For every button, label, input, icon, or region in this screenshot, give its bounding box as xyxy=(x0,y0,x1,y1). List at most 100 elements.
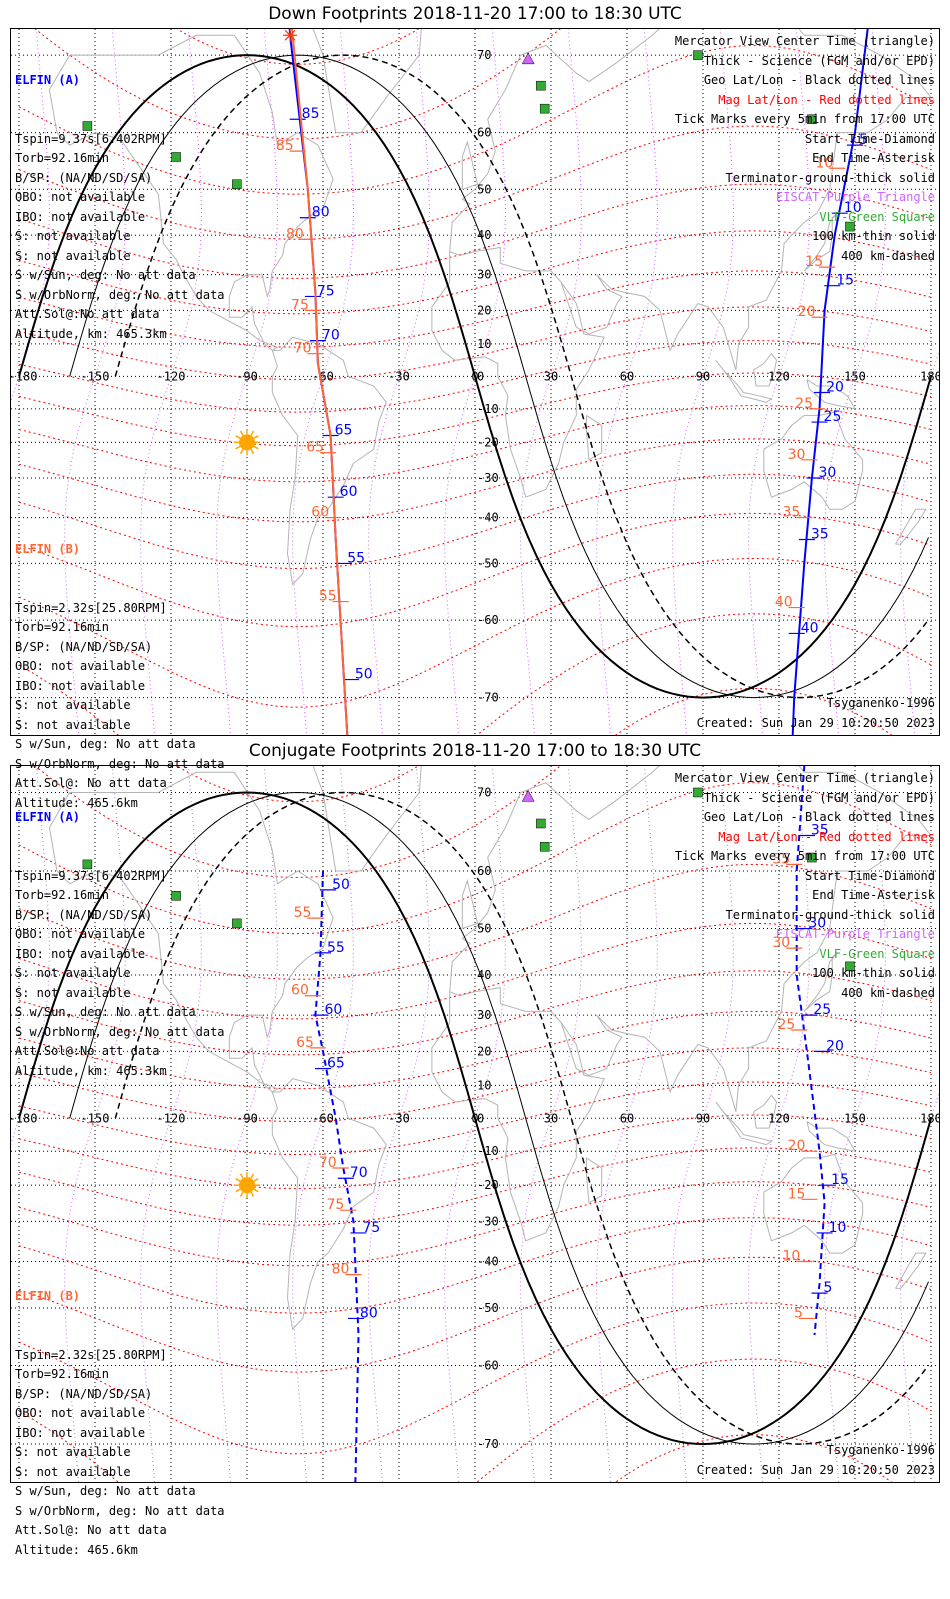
info-line: S w/Sun, deg: No att data xyxy=(15,737,196,751)
legend-entry: Geo Lat/Lon - Black dotted lines xyxy=(703,810,935,824)
markers xyxy=(82,50,855,456)
legend-entry: EISCAT-Purple Triangle xyxy=(776,927,935,941)
legend-entry: 400 km-dashed xyxy=(841,985,935,1000)
sun-ray xyxy=(235,435,241,439)
axis-labels: -180 -150 -120 -90 -60 -30 0 30 60 90 120 150 180706… xyxy=(11,48,939,704)
tick-label: 55 xyxy=(294,905,312,921)
y-tick-label: 60 xyxy=(477,126,491,140)
info-line: Altitude, km: 465.3km xyxy=(15,326,167,341)
x-tick-label: 150 xyxy=(844,369,866,383)
info-line: Att.Sol@:No att data xyxy=(15,1044,160,1058)
tick-label: 30 xyxy=(788,447,806,463)
info-line: S: not available xyxy=(15,229,131,243)
terminator-100km-curve xyxy=(69,791,929,1445)
x-tick-label: 30 xyxy=(544,369,558,383)
y-tick-label: -20 xyxy=(477,1178,499,1192)
tick-label: 35 xyxy=(772,851,790,867)
mag-meridian xyxy=(596,29,658,735)
tick-label: 15 xyxy=(831,1172,849,1188)
mag-parallel xyxy=(18,1181,932,1267)
track-line xyxy=(314,870,360,1482)
tick-label: 85 xyxy=(302,106,320,122)
y-tick-label: -70 xyxy=(477,691,499,705)
legend-entry: 100 km-thin solid xyxy=(812,966,935,980)
tick-label: 25 xyxy=(795,396,813,412)
mag-parallel xyxy=(18,230,932,315)
coastline xyxy=(449,29,932,252)
sun-ray xyxy=(253,435,259,439)
x-tick-label: -90 xyxy=(236,1111,258,1125)
vlf-square xyxy=(536,818,546,829)
tick-label: 15 xyxy=(836,273,854,289)
legend-entry: VLF-Green Square xyxy=(819,946,935,961)
sat-b-info: ELFIN (B) Tspin=2.32s[25.80RPM] Torb=92.1… xyxy=(15,501,225,852)
y-tick-label: 70 xyxy=(477,785,491,799)
coastline xyxy=(271,1078,387,1331)
legend-entry: Terminator-ground-thick solid xyxy=(725,170,935,185)
vlf-square xyxy=(807,114,817,124)
y-tick-label: 20 xyxy=(477,303,491,317)
coastline xyxy=(715,359,773,403)
info-line: IBO: not available xyxy=(15,678,146,693)
info-line: S w/Sun, deg: No att data xyxy=(15,1005,196,1019)
tick-label: 60 xyxy=(311,505,329,521)
tick-label: 40 xyxy=(801,620,819,636)
info-line: Torb=92.16min xyxy=(15,151,109,165)
tick-label: 60 xyxy=(291,983,309,999)
vlf-square xyxy=(536,80,546,91)
created-stamp: Created: Sun Jan 29 10:20:50 2023 xyxy=(696,716,935,730)
info-line: S w/OrbNorm, deg: No att data xyxy=(15,1503,225,1518)
mag-parallel xyxy=(18,613,932,735)
tick-label: 5 xyxy=(794,1305,803,1321)
mag-parallel xyxy=(18,44,932,195)
info-line: Altitude, km: 465.3km xyxy=(15,1063,167,1078)
coastline xyxy=(449,766,932,992)
y-tick-label: -30 xyxy=(477,471,499,485)
mag-meridian xyxy=(140,29,202,735)
x-tick-label: -120 xyxy=(157,1111,186,1125)
x-tick-label: 90 xyxy=(696,369,710,383)
tick-label: 55 xyxy=(319,589,337,605)
info-line: IBO: not available xyxy=(15,1425,146,1440)
tick-label: 10 xyxy=(815,155,833,171)
axis-labels: -180 -150 -120 -90 -60 -30 0 30 60 90 120 150 180706… xyxy=(11,785,939,1451)
tick-label: 25 xyxy=(777,1017,795,1033)
legend-entry: Start Time-Diamond xyxy=(804,868,935,883)
tick-label: 20 xyxy=(826,380,844,396)
y-tick-label: 10 xyxy=(477,337,491,351)
info-line: OBO: not available xyxy=(15,659,146,673)
model-name: Tsyganenko-1996 xyxy=(826,1443,935,1457)
vlf-square xyxy=(845,221,855,232)
x-tick-label: 0 xyxy=(471,369,478,383)
legend-entry: End Time-Asterisk xyxy=(812,151,935,165)
x-tick-label: -180 xyxy=(11,369,37,383)
vlf-square xyxy=(171,152,181,162)
sun-ray xyxy=(250,430,255,436)
tick-label: 35 xyxy=(811,822,829,838)
mag-parallel xyxy=(18,340,932,413)
x-tick-label: 150 xyxy=(844,1111,866,1125)
info-line: B/SP: (NA/ND/SD/SA) xyxy=(15,170,153,185)
coastline xyxy=(895,1252,927,1289)
mag-grid xyxy=(18,766,932,1482)
sun-ray xyxy=(239,448,244,454)
vlf-square xyxy=(807,852,817,863)
y-tick-label: 40 xyxy=(477,228,491,242)
track-line xyxy=(795,766,826,1336)
coastline xyxy=(560,835,931,1112)
tick-label: 80 xyxy=(332,1262,350,1278)
x-tick-label: -90 xyxy=(236,369,258,383)
tick-label: 80 xyxy=(312,205,330,221)
legend-entry: Thick - Science (FGM and/or EPD) xyxy=(703,53,935,68)
terminator-400km-curve xyxy=(114,791,930,1445)
eiscat-triangle xyxy=(521,789,535,802)
map-down: -180 -150 -120 -90 -60 -30 0 30 60 90 120 150 180706… xyxy=(11,29,939,735)
x-tick-label: -60 xyxy=(312,1111,334,1125)
mag-meridian xyxy=(368,29,430,735)
mag-parallel xyxy=(34,29,561,140)
tick-label: 30 xyxy=(808,916,826,932)
sun-ray xyxy=(253,445,259,450)
y-tick-label: -10 xyxy=(477,1144,499,1158)
coastline xyxy=(806,379,856,410)
panel-title-down: Down Footprints 2018-11-20 17:00 to 18:3… xyxy=(268,4,682,24)
